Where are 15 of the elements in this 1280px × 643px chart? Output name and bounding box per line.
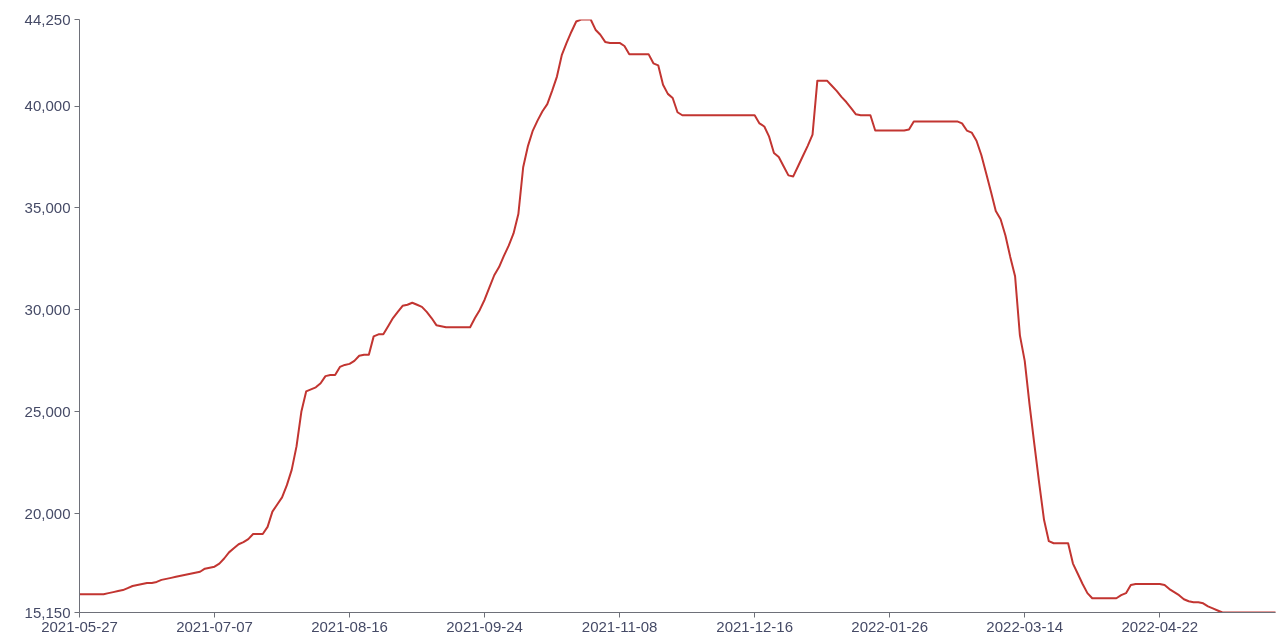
x-tick-label: 2022-03-14 bbox=[986, 617, 1064, 635]
x-tick-label: 2021-11-08 bbox=[581, 617, 658, 635]
x-tick-label: 2021-07-07 bbox=[176, 617, 253, 635]
y-tick-label: 44,250 bbox=[24, 10, 71, 28]
y-tick-label: 15,150 bbox=[24, 603, 71, 621]
x-tick-label: 2022-04-22 bbox=[1121, 617, 1199, 635]
y-tick-label: 40,000 bbox=[24, 97, 71, 115]
y-tick-label: 35,000 bbox=[24, 199, 71, 216]
y-tick-label: 25,000 bbox=[24, 402, 71, 420]
y-tick-label: 20,000 bbox=[24, 504, 71, 522]
x-tick-label: 2021-12-16 bbox=[716, 617, 794, 635]
x-tick-label: 2022-01-26 bbox=[851, 617, 929, 635]
x-tick-label: 2021-08-16 bbox=[311, 617, 388, 635]
x-tick-label: 2021-09-24 bbox=[446, 617, 523, 635]
y-tick-label: 30,000 bbox=[24, 300, 71, 318]
